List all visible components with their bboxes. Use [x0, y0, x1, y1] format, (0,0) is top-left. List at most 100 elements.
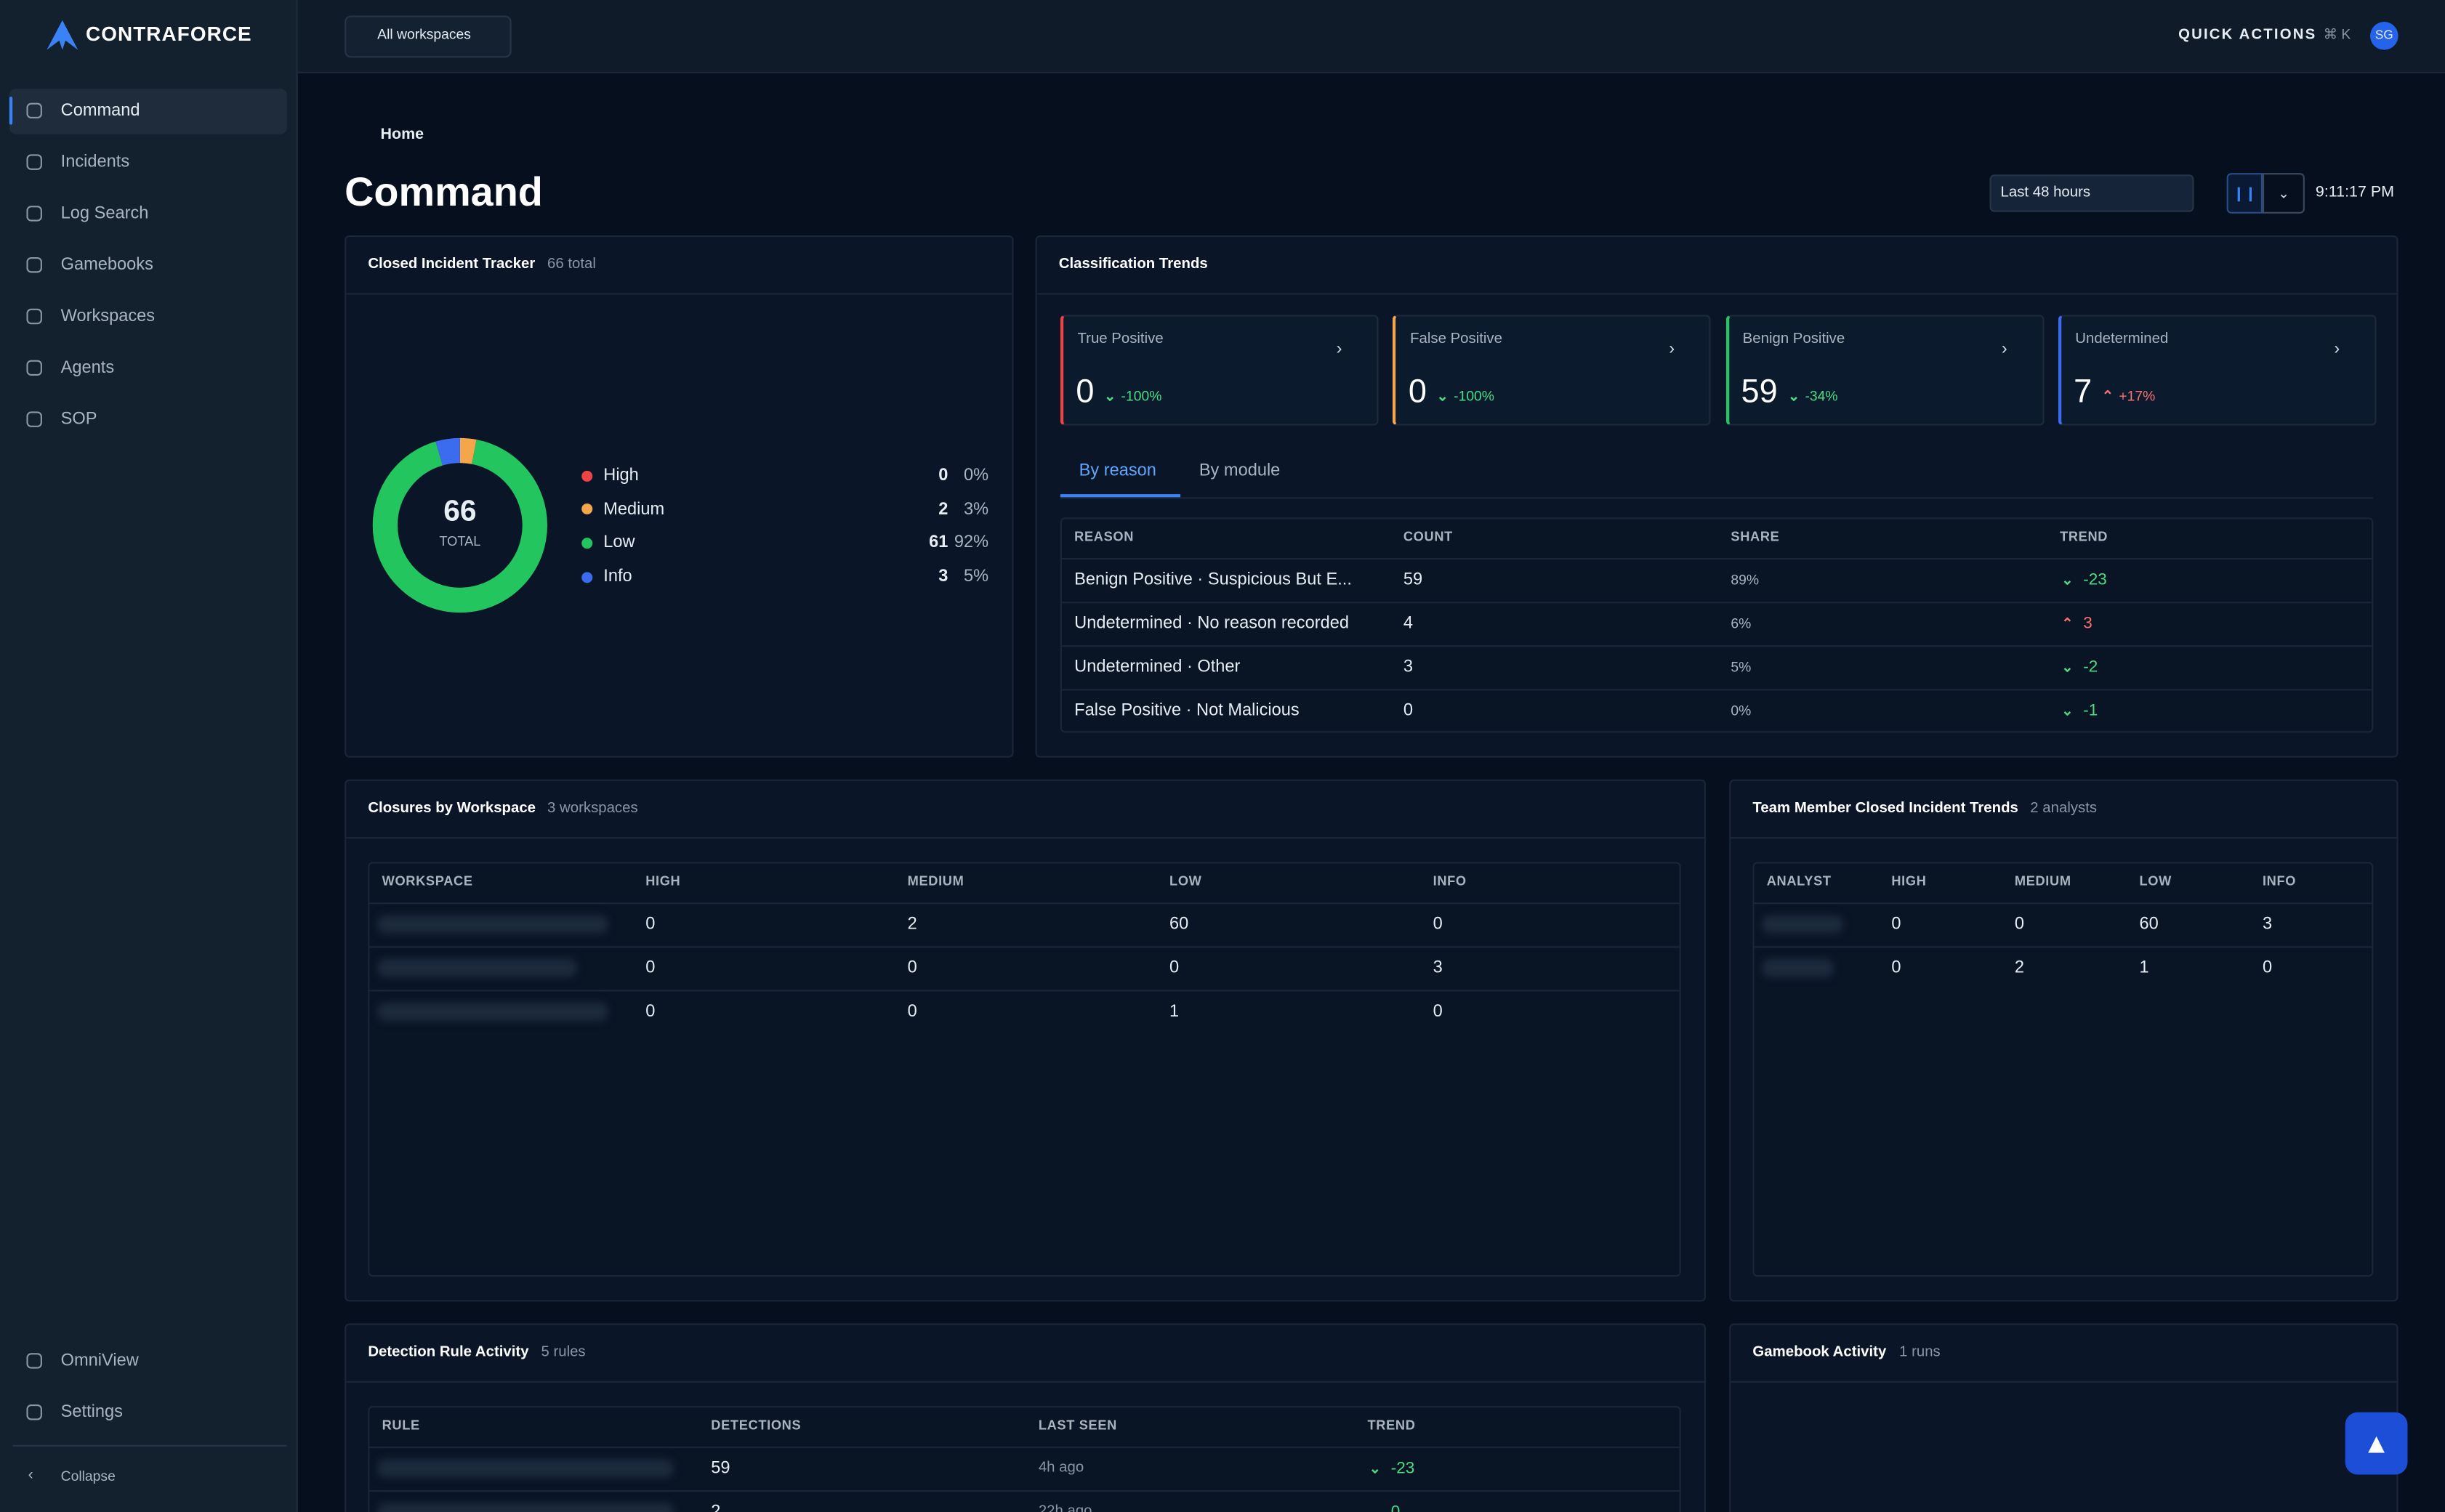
card-change: -34% — [1805, 388, 1838, 404]
legend-share: 5% — [964, 567, 989, 586]
nav-icon — [26, 1353, 42, 1369]
redacted-name — [377, 1503, 674, 1512]
reason: False Positive · Not Malicious — [1074, 701, 1300, 721]
column-header: HIGH — [645, 873, 681, 889]
row-divider — [368, 946, 1681, 948]
panel-subtitle: 5 rules — [541, 1343, 586, 1361]
closed-incident-tracker — [345, 235, 1014, 758]
brand-logo — [47, 20, 78, 50]
collapse-button[interactable]: Collapse — [60, 1468, 116, 1484]
column-header: MEDIUM — [907, 873, 964, 889]
workspace-selector-label: All workspaces — [377, 26, 471, 42]
nav-item[interactable]: Incidents — [60, 153, 130, 171]
card-label: True Positive — [1077, 330, 1164, 348]
nav-item[interactable]: Gamebooks — [60, 255, 153, 275]
column-header: INFO — [2262, 873, 2297, 889]
panel-divider — [1729, 1380, 2398, 1383]
reason: Undetermined · Other — [1074, 658, 1241, 677]
nav-item[interactable]: Log Search — [60, 204, 149, 223]
row-divider — [368, 1446, 1681, 1449]
card-chevron: › — [2334, 339, 2340, 359]
time-range-label: Last 48 hours — [2000, 184, 2091, 201]
count: 3 — [1403, 658, 1414, 677]
donut-total-label: TOTAL — [439, 533, 481, 549]
table — [1060, 517, 2374, 733]
cell: 0 — [907, 958, 917, 978]
panel-divider — [345, 1380, 1707, 1383]
donut-segment — [372, 437, 548, 613]
breadcrumb[interactable]: Home — [380, 126, 424, 144]
workspace-selector[interactable] — [345, 15, 512, 58]
classification-card[interactable] — [1060, 315, 1379, 426]
cell: 2 — [2014, 958, 2024, 978]
cell: 0 — [907, 1002, 917, 1022]
count: 4 — [1403, 614, 1414, 634]
brand: CONTRAFORCE — [85, 22, 252, 46]
classification-card[interactable] — [1725, 315, 2044, 426]
nav-item[interactable]: OmniView — [60, 1351, 139, 1370]
card-change: -100% — [1454, 388, 1494, 404]
column-header: REASON — [1074, 528, 1135, 544]
refresh-dropdown[interactable]: ⌄ — [2262, 173, 2305, 214]
time-range-select[interactable] — [1989, 174, 2194, 212]
legend-label: High — [603, 466, 639, 485]
nav-icon — [26, 411, 42, 427]
cell: 0 — [1433, 1002, 1443, 1022]
legend-label: Low — [603, 533, 635, 553]
nav-item[interactable]: Workspaces — [60, 307, 156, 326]
classification-card[interactable] — [1393, 315, 1712, 426]
column-header: INFO — [1433, 873, 1467, 889]
card-value: 0 — [1408, 373, 1427, 411]
tab[interactable]: By module — [1199, 461, 1281, 480]
quick-actions[interactable]: QUICK ACTIONS — [2178, 26, 2317, 44]
trend-arrow: ⌄ — [1369, 1503, 1381, 1512]
row-divider — [1060, 558, 2374, 560]
tab[interactable]: By reason — [1079, 461, 1156, 480]
detections: 59 — [711, 1459, 730, 1478]
nav-icon — [26, 102, 42, 119]
nav-icon — [26, 206, 42, 222]
nav-item[interactable]: Command — [60, 101, 140, 121]
classification-card[interactable] — [2058, 315, 2377, 426]
legend-label: Medium — [603, 500, 665, 519]
trend-arrow: ⌄ — [1436, 388, 1449, 404]
legend-count: 3 — [938, 567, 948, 586]
column-header: SHARE — [1731, 528, 1780, 544]
pause-button[interactable]: ❙❙ — [2226, 173, 2263, 214]
cell: 1 — [1169, 1002, 1180, 1022]
card-chevron: › — [1669, 339, 1675, 359]
cell: 0 — [1891, 915, 1901, 934]
avatar[interactable]: SG — [2370, 22, 2398, 50]
cell: 1 — [2139, 958, 2149, 978]
row-divider — [368, 1490, 1681, 1492]
share: 5% — [1731, 659, 1752, 675]
card-chevron: › — [1336, 339, 1342, 359]
nav-item[interactable]: Agents — [60, 358, 115, 378]
panel-title: Closed Incident Tracker — [368, 255, 536, 273]
nav-item[interactable]: SOP — [60, 410, 97, 429]
legend-share: 92% — [954, 533, 989, 553]
row-divider — [1752, 902, 2374, 905]
card-value: 59 — [1741, 373, 1778, 411]
redacted-name — [377, 1459, 674, 1478]
legend-count: 61 — [929, 533, 948, 553]
legend-share: 3% — [964, 500, 989, 519]
redacted-name — [1762, 958, 1834, 978]
trend-arrow: ⌄ — [1369, 1460, 1381, 1476]
floating-assistant[interactable]: ▲ — [2345, 1412, 2408, 1475]
legend-count: 0 — [938, 466, 948, 485]
last-seen: 22h ago — [1038, 1503, 1092, 1512]
nav-icon — [26, 256, 42, 273]
reason: Benign Positive · Suspicious But E... — [1074, 570, 1352, 589]
redacted-name — [1762, 915, 1843, 934]
page-title: Command — [345, 168, 543, 216]
column-header: ANALYST — [1766, 873, 1832, 889]
trend-arrow: ⌄ — [2061, 572, 2074, 588]
cell: 0 — [2262, 958, 2273, 978]
column-header: TREND — [2060, 528, 2108, 544]
trend: -23 — [2083, 570, 2107, 589]
column-header: LOW — [1169, 873, 1202, 889]
detections: 2 — [711, 1501, 720, 1512]
nav-icon — [26, 308, 42, 325]
nav-item[interactable]: Settings — [60, 1402, 123, 1422]
